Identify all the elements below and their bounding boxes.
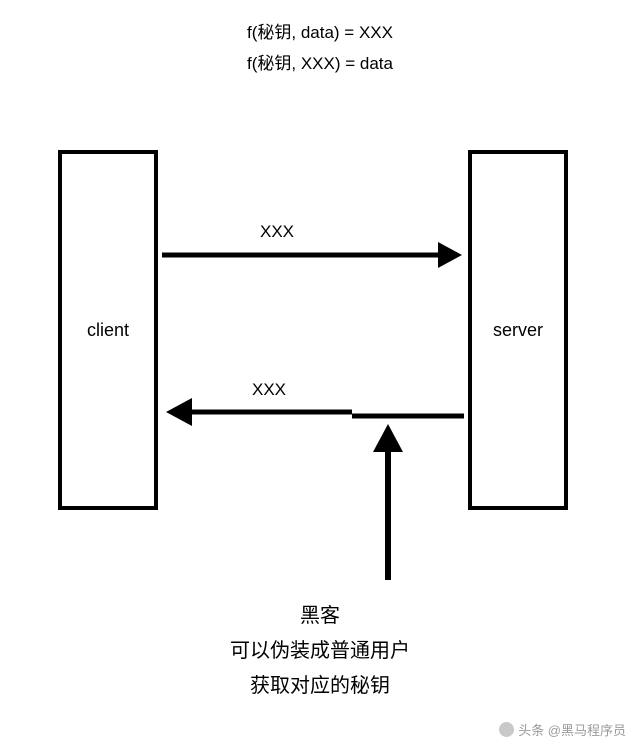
watermark-text: 头条 @黑马程序员: [518, 720, 626, 739]
hacker-arrow: [373, 424, 403, 580]
formula-line-1: f(秘钥, data) = XXX: [0, 18, 640, 49]
edge-label-top: XXX: [260, 222, 294, 242]
server-label: server: [493, 320, 543, 341]
edge-label-bottom: XXX: [252, 380, 286, 400]
formula-line-2: f(秘钥, XXX) = data: [0, 49, 640, 80]
client-label: client: [87, 320, 129, 341]
formula-block: f(秘钥, data) = XXX f(秘钥, XXX) = data: [0, 18, 640, 79]
hacker-title: 黑客: [0, 598, 640, 634]
hacker-line-2: 获取对应的秘钥: [0, 668, 640, 704]
edge-client-to-server: [162, 242, 462, 268]
edge-server-to-client: [166, 398, 464, 426]
watermark: 头条 @黑马程序员: [499, 720, 626, 739]
watermark-icon: [499, 722, 514, 737]
client-node: client: [58, 150, 158, 510]
server-node: server: [468, 150, 568, 510]
hacker-line-1: 可以伪装成普通用户: [0, 633, 640, 669]
